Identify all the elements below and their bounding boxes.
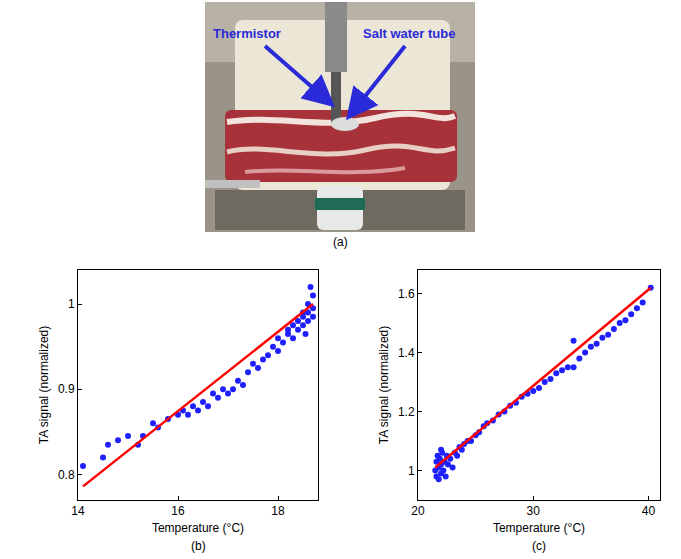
svg-text:14: 14	[71, 504, 85, 518]
svg-text:0.8: 0.8	[58, 468, 75, 482]
svg-text:16: 16	[171, 504, 185, 518]
svg-text:Temperature (°C): Temperature (°C)	[152, 521, 244, 535]
svg-text:20: 20	[411, 504, 425, 518]
svg-text:(b): (b)	[191, 539, 206, 553]
svg-text:(a): (a)	[333, 235, 348, 249]
svg-text:TA signal (normalized): TA signal (normalized)	[37, 326, 51, 445]
svg-text:1.4: 1.4	[398, 346, 415, 360]
svg-text:1: 1	[408, 464, 415, 478]
svg-text:Salt water tube: Salt water tube	[363, 26, 455, 41]
svg-text:1.6: 1.6	[398, 287, 415, 301]
svg-text:40: 40	[642, 504, 656, 518]
svg-text:0.9: 0.9	[58, 382, 75, 396]
svg-text:1.2: 1.2	[398, 405, 415, 419]
svg-text:30: 30	[527, 504, 541, 518]
svg-text:(c): (c)	[532, 539, 546, 553]
svg-text:18: 18	[271, 504, 285, 518]
svg-text:1: 1	[68, 297, 75, 311]
svg-text:Thermistor: Thermistor	[213, 26, 281, 41]
svg-text:TA signal (normalized): TA signal (normalized)	[377, 326, 391, 445]
svg-text:Temperature (°C): Temperature (°C)	[493, 521, 585, 535]
